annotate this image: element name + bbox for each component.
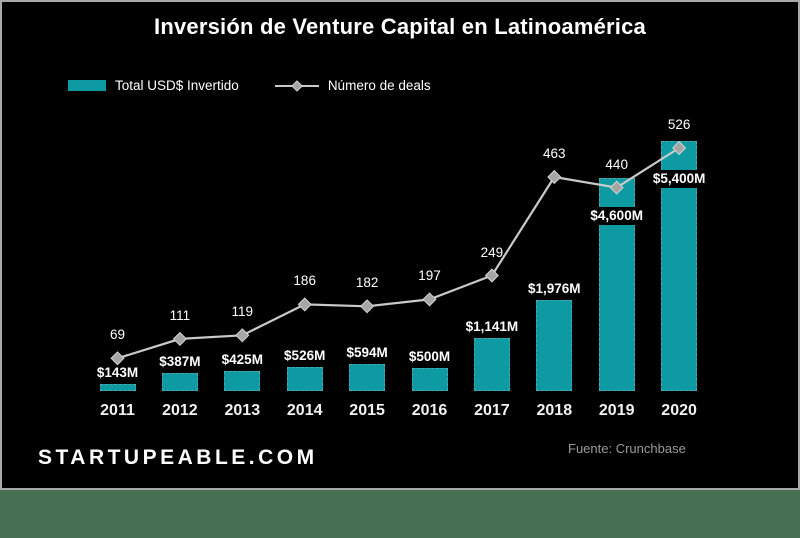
bar-value-label-2013: $425M bbox=[221, 352, 263, 368]
deal-count-label-2011: 69 bbox=[109, 327, 126, 343]
bar-2012 bbox=[161, 373, 198, 391]
source-attribution: Fuente: Crunchbase bbox=[568, 441, 686, 456]
chart-title: Inversión de Venture Capital en Latinoam… bbox=[154, 14, 646, 39]
x-axis-label-2016: 2016 bbox=[411, 402, 448, 419]
legend-label-deals: Número de deals bbox=[327, 78, 431, 93]
deal-marker-2020 bbox=[672, 140, 687, 156]
bar-value-label-2020: $5,400M bbox=[614, 170, 744, 188]
deal-count-label-2012: 111 bbox=[169, 307, 191, 323]
bar-swatch-icon bbox=[68, 80, 106, 91]
bar-2013 bbox=[224, 371, 261, 391]
deal-count-label-2013: 119 bbox=[231, 304, 254, 320]
line-diamond-icon bbox=[274, 79, 319, 92]
deal-marker-2012 bbox=[172, 331, 187, 346]
deal-count-label-2018: 463 bbox=[543, 146, 566, 161]
deal-marker-2018 bbox=[547, 169, 562, 185]
deal-count-label-2017: 249 bbox=[480, 244, 504, 260]
bar-value-label-2012: $387M bbox=[159, 354, 201, 370]
bar-value-label-2014: $526M bbox=[284, 347, 326, 363]
deal-count-label-2016: 197 bbox=[418, 268, 441, 284]
deal-count-label-2014: 186 bbox=[293, 273, 316, 289]
x-axis-label-2011: 2011 bbox=[100, 402, 135, 419]
deal-marker-2013 bbox=[235, 328, 250, 343]
deal-marker-2017 bbox=[484, 268, 499, 283]
bar-2011 bbox=[99, 384, 136, 391]
bar-value-label-2016: $500M bbox=[408, 348, 451, 364]
x-axis-label-2014: 2014 bbox=[286, 402, 323, 419]
deal-marker-2016 bbox=[422, 292, 437, 307]
deal-marker-2019 bbox=[609, 180, 624, 195]
bar-value-label-2011: $143M bbox=[96, 365, 139, 381]
bar-2016 bbox=[411, 367, 448, 391]
bar-value-label-2017: $1,141M bbox=[465, 319, 519, 335]
legend-item-deals: Número de deals bbox=[274, 78, 431, 93]
x-axis-label-2020: 2020 bbox=[661, 402, 697, 419]
deals-line-layer bbox=[110, 140, 687, 366]
deal-count-label-2020: 526 bbox=[667, 117, 691, 132]
legend: Total USD$ Invertido Número de deals bbox=[68, 78, 431, 93]
chart-panel: Inversión de Venture Capital en Latinoam… bbox=[0, 0, 800, 490]
legend-label-invested: Total USD$ Invertido bbox=[115, 78, 239, 93]
combo-chart: $143M 69 2011 $387M 111 2012 $425M 119 2013 $526M… bbox=[2, 2, 798, 488]
deal-marker-2011 bbox=[110, 351, 125, 366]
bar-value-label-2015: $594M bbox=[346, 344, 388, 360]
legend-item-invested: Total USD$ Invertido bbox=[68, 78, 239, 93]
x-axis-label-2017: 2017 bbox=[474, 402, 510, 419]
brand-watermark: STARTUPEABLE.COM bbox=[38, 446, 318, 469]
bar-2015 bbox=[349, 363, 386, 391]
x-axis-label-2013: 2013 bbox=[224, 402, 261, 419]
bar-2018 bbox=[536, 299, 573, 391]
x-axis-label-2018: 2018 bbox=[536, 402, 573, 419]
bar-value-label-2018: $1,976M bbox=[528, 280, 581, 296]
bar-2014 bbox=[286, 366, 323, 391]
bar-2017 bbox=[473, 338, 510, 391]
x-axis-label-2012: 2012 bbox=[162, 402, 198, 419]
deal-marker-2014 bbox=[297, 297, 312, 312]
x-axis-label-2019: 2019 bbox=[598, 402, 635, 419]
x-axis-label-2015: 2015 bbox=[349, 402, 385, 419]
bar-value-label-2019: $4,600M bbox=[552, 207, 682, 225]
deals-line bbox=[117, 147, 680, 360]
deal-marker-2015 bbox=[360, 299, 375, 314]
deal-count-label-2019: 440 bbox=[605, 156, 628, 172]
deal-count-label-2015: 182 bbox=[355, 275, 379, 291]
